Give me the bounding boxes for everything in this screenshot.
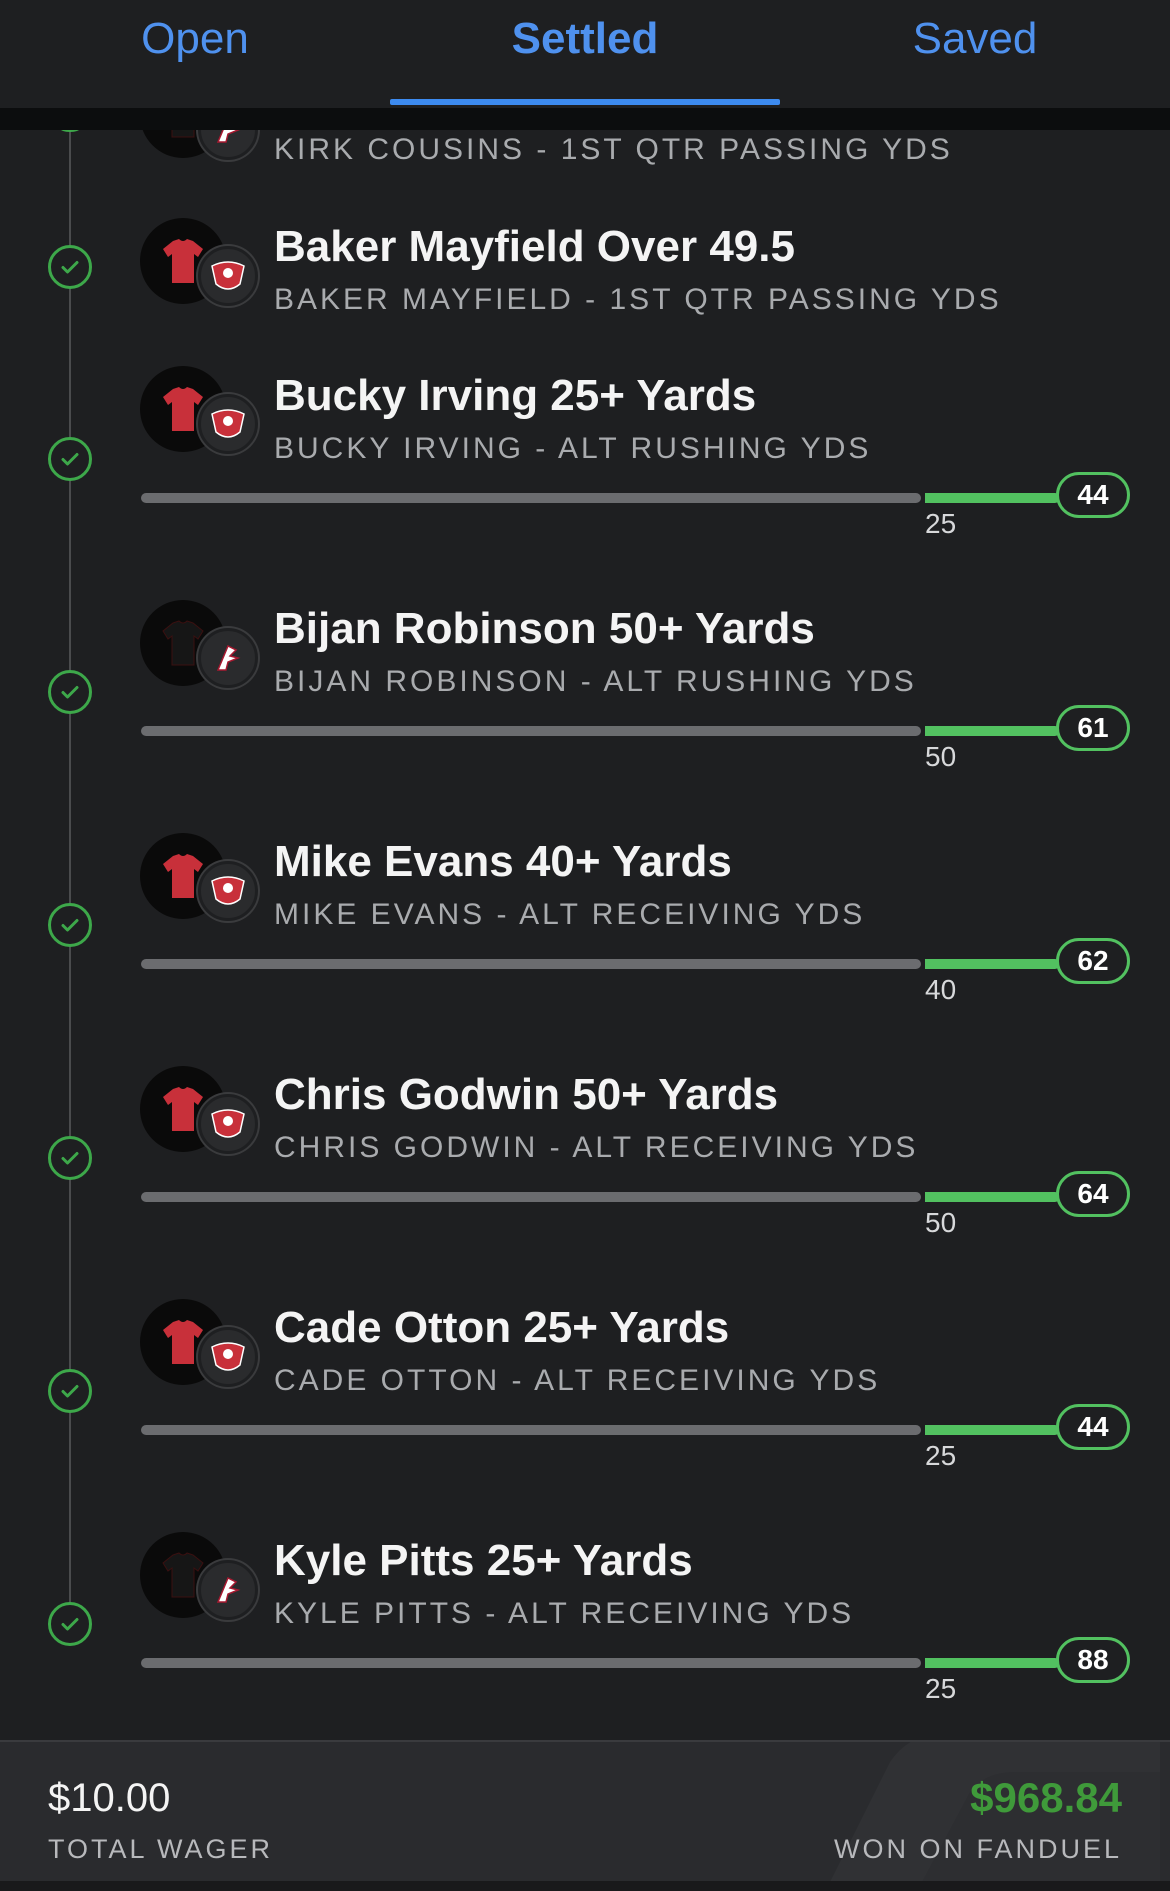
progress-track: [141, 493, 921, 503]
progress-track: [141, 1425, 921, 1435]
player-avatar: [140, 600, 258, 690]
actual-value-badge: 62: [1056, 938, 1130, 984]
check-circle-icon: [48, 437, 92, 481]
falcons-logo-icon: [198, 1560, 258, 1620]
actual-value-badge: 64: [1056, 1171, 1130, 1217]
buccaneers-logo-icon: [198, 394, 258, 454]
line-value: 40: [925, 974, 957, 1005]
progress-fill: [925, 726, 1060, 736]
tab-open[interactable]: Open: [141, 14, 249, 63]
buccaneers-logo-icon: [198, 861, 258, 921]
leg-title: Kyle Pitts 25+ Yards: [274, 1536, 693, 1585]
fanduel-watermark-icon: [830, 1742, 1160, 1881]
line-value: 25: [925, 1440, 957, 1471]
active-tab-indicator: [390, 99, 780, 105]
line-value: 50: [925, 1207, 957, 1238]
total-wager-label: TOTAL WAGER: [48, 1834, 274, 1864]
check-circle-icon: [48, 1136, 92, 1180]
progress-track: [141, 726, 921, 736]
progress-track: [141, 959, 921, 969]
line-value: 25: [925, 508, 957, 539]
actual-value-badge: 88: [1056, 1637, 1130, 1683]
player-avatar: [140, 1066, 258, 1156]
buccaneers-logo-icon: [198, 1327, 258, 1387]
leg-subtitle: KYLE PITTS - ALT RECEIVING YDS: [274, 1597, 855, 1630]
won-label: WON ON FANDUEL: [833, 1834, 1122, 1864]
player-avatar: [140, 1532, 258, 1622]
progress-fill: [925, 1425, 1060, 1435]
line-value: 25: [925, 1673, 957, 1704]
progress-fill: [925, 1192, 1060, 1202]
player-avatar: [140, 366, 258, 456]
falcons-logo-icon: [198, 628, 258, 688]
actual-value-badge: 44: [1056, 472, 1130, 518]
leg-subtitle: CHRIS GODWIN - ALT RECEIVING YDS: [274, 1131, 919, 1164]
leg-subtitle: KIRK COUSINS - 1ST QTR PASSING YDS: [274, 133, 953, 166]
timeline-line: [69, 110, 71, 1630]
leg-title: Cade Otton 25+ Yards: [274, 1303, 730, 1352]
leg-subtitle: CADE OTTON - ALT RECEIVING YDS: [274, 1364, 881, 1397]
check-circle-icon: [48, 903, 92, 947]
total-wager-amount: $10.00: [48, 1776, 171, 1820]
progress-track: [141, 1192, 921, 1202]
check-circle-icon: [48, 670, 92, 714]
buccaneers-logo-icon: [198, 1094, 258, 1154]
player-avatar: [140, 218, 258, 308]
progress-track: [141, 1658, 921, 1668]
leg-title: Mike Evans 40+ Yards: [274, 837, 732, 886]
player-avatar: [140, 1299, 258, 1389]
leg-title: Bijan Robinson 50+ Yards: [274, 604, 815, 653]
check-circle-icon: [48, 1602, 92, 1646]
line-value: 50: [925, 741, 957, 772]
bet-tabs: Open Settled Saved: [0, 0, 1170, 108]
tab-settled[interactable]: Settled: [511, 14, 659, 63]
leg-subtitle: BAKER MAYFIELD - 1ST QTR PASSING YDS: [274, 283, 1002, 316]
leg-title: Baker Mayfield Over 49.5: [274, 222, 795, 271]
check-circle-icon: [48, 1369, 92, 1413]
tab-saved[interactable]: Saved: [912, 14, 1038, 63]
progress-fill: [925, 493, 1060, 503]
footer-edge: [0, 1881, 1170, 1891]
actual-value-badge: 44: [1056, 1404, 1130, 1450]
leg-subtitle: BUCKY IRVING - ALT RUSHING YDS: [274, 432, 872, 465]
leg-subtitle: BIJAN ROBINSON - ALT RUSHING YDS: [274, 665, 917, 698]
buccaneers-logo-icon: [198, 246, 258, 306]
leg-title: Bucky Irving 25+ Yards: [274, 371, 757, 420]
leg-subtitle: MIKE EVANS - ALT RECEIVING YDS: [274, 898, 866, 931]
leg-title: Chris Godwin 50+ Yards: [274, 1070, 779, 1119]
bet-summary-footer: $10.00 TOTAL WAGER $968.84 WON ON FANDUE…: [0, 1740, 1170, 1881]
won-amount: $968.84: [970, 1774, 1122, 1821]
progress-fill: [925, 1658, 1060, 1668]
tabs-divider: [0, 106, 1170, 130]
progress-fill: [925, 959, 1060, 969]
check-circle-icon: [48, 245, 92, 289]
player-avatar: [140, 833, 258, 923]
actual-value-badge: 61: [1056, 705, 1130, 751]
